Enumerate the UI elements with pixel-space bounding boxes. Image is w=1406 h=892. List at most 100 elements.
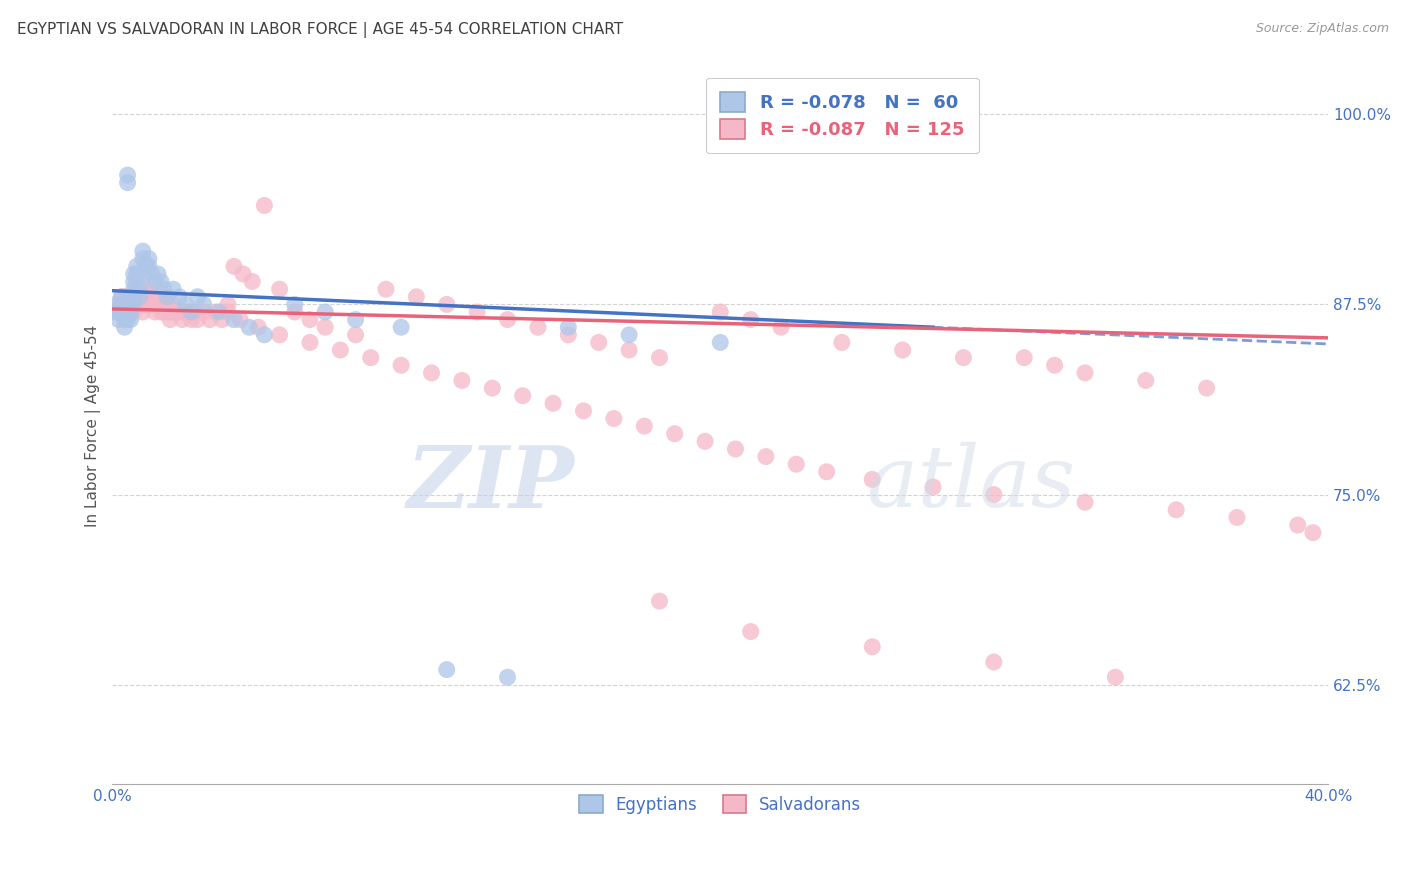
Point: [125, 267, 148, 281]
Point: [389, 320, 412, 334]
Point: [1226, 510, 1249, 524]
Point: [141, 267, 163, 281]
Point: [193, 305, 215, 319]
Point: [122, 297, 145, 311]
Point: [132, 290, 155, 304]
Point: [146, 290, 169, 304]
Point: [128, 290, 150, 304]
Point: [110, 297, 132, 311]
Point: [1074, 366, 1097, 380]
Point: [135, 260, 157, 274]
Text: atlas: atlas: [866, 442, 1076, 524]
Point: [125, 260, 148, 274]
Point: [153, 282, 176, 296]
Point: [420, 366, 443, 380]
Point: [120, 297, 142, 311]
Point: [740, 312, 762, 326]
Point: [451, 374, 474, 388]
Point: [125, 297, 148, 311]
Point: [114, 320, 136, 334]
Point: [117, 305, 139, 319]
Point: [436, 297, 458, 311]
Point: [122, 290, 145, 304]
Point: [162, 282, 184, 296]
Point: [983, 487, 1005, 501]
Point: [125, 275, 148, 289]
Point: [162, 297, 184, 311]
Point: [117, 305, 139, 319]
Point: [122, 282, 145, 296]
Point: [114, 305, 136, 319]
Point: [344, 312, 367, 326]
Point: [1286, 518, 1309, 533]
Point: [269, 282, 291, 296]
Point: [211, 312, 233, 326]
Text: Source: ZipAtlas.com: Source: ZipAtlas.com: [1256, 22, 1389, 36]
Point: [165, 305, 187, 319]
Point: [709, 335, 731, 350]
Point: [217, 297, 239, 311]
Point: [1012, 351, 1035, 365]
Point: [298, 312, 321, 326]
Point: [143, 297, 166, 311]
Point: [114, 297, 136, 311]
Point: [557, 320, 579, 334]
Point: [174, 297, 197, 311]
Point: [120, 290, 142, 304]
Point: [193, 297, 215, 311]
Point: [128, 282, 150, 296]
Point: [527, 320, 550, 334]
Point: [125, 282, 148, 296]
Point: [180, 312, 202, 326]
Point: [229, 312, 252, 326]
Point: [120, 290, 142, 304]
Point: [156, 297, 179, 311]
Point: [138, 297, 160, 311]
Point: [104, 297, 127, 311]
Point: [122, 290, 145, 304]
Point: [174, 305, 197, 319]
Point: [177, 305, 200, 319]
Point: [815, 465, 838, 479]
Point: [785, 457, 807, 471]
Point: [114, 305, 136, 319]
Point: [1104, 670, 1126, 684]
Point: [141, 290, 163, 304]
Point: [740, 624, 762, 639]
Point: [860, 472, 883, 486]
Point: [1074, 495, 1097, 509]
Point: [159, 305, 181, 319]
Point: [143, 305, 166, 319]
Point: [329, 343, 352, 357]
Point: [138, 282, 160, 296]
Point: [952, 351, 974, 365]
Point: [120, 297, 142, 311]
Point: [172, 312, 194, 326]
Point: [135, 267, 157, 281]
Point: [284, 305, 307, 319]
Point: [512, 389, 534, 403]
Point: [208, 305, 231, 319]
Point: [132, 244, 155, 259]
Text: ZIP: ZIP: [406, 442, 575, 525]
Point: [169, 305, 191, 319]
Point: [693, 434, 716, 449]
Point: [247, 320, 270, 334]
Point: [617, 343, 640, 357]
Point: [724, 442, 747, 456]
Point: [344, 327, 367, 342]
Point: [496, 312, 519, 326]
Point: [755, 450, 778, 464]
Point: [122, 275, 145, 289]
Point: [603, 411, 626, 425]
Point: [436, 663, 458, 677]
Point: [541, 396, 564, 410]
Point: [132, 297, 155, 311]
Point: [125, 290, 148, 304]
Point: [107, 305, 129, 319]
Point: [831, 335, 853, 350]
Point: [183, 305, 205, 319]
Point: [117, 168, 139, 182]
Point: [141, 297, 163, 311]
Point: [222, 312, 245, 326]
